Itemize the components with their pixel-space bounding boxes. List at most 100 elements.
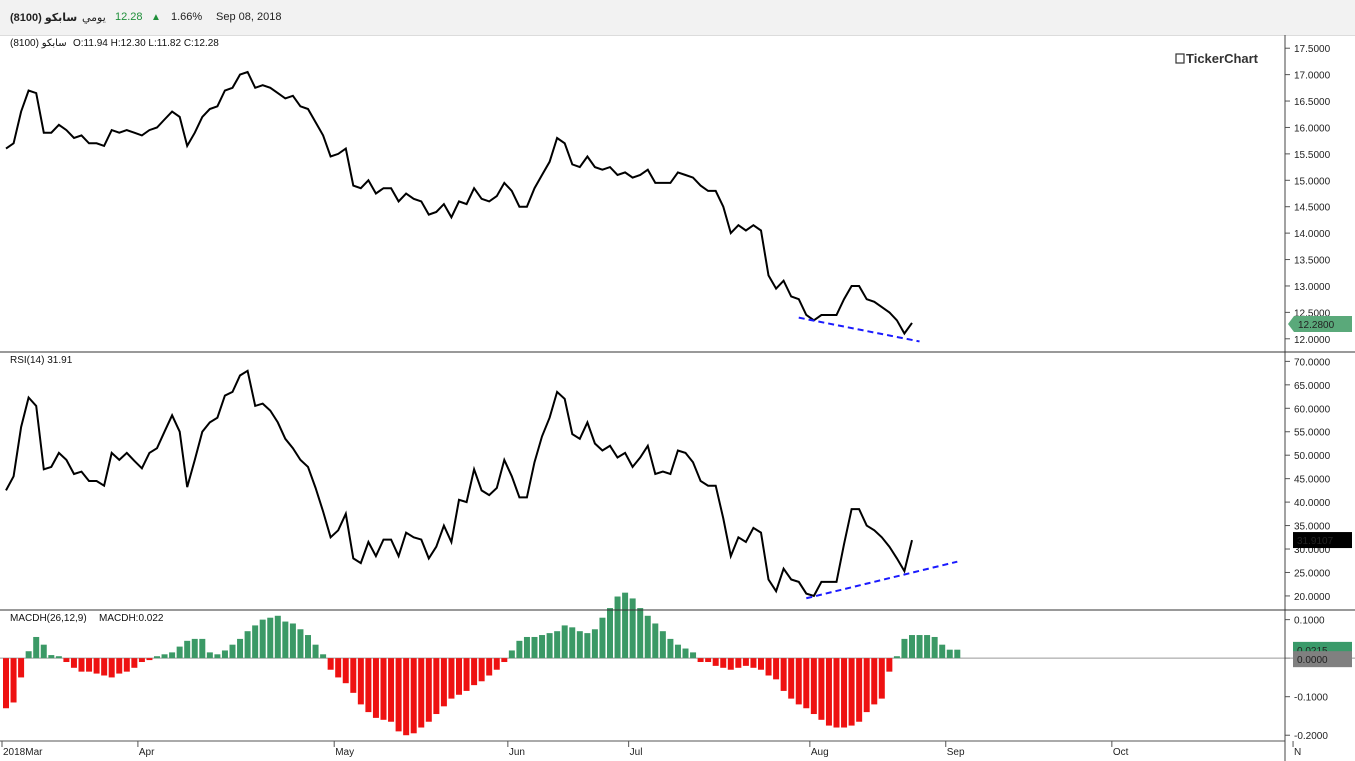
macd-legend-name: MACDH(26,12,9) [10,613,87,624]
macd-bar [410,658,417,734]
macd-bar [486,658,493,676]
macd-bar [350,658,357,693]
macd-bar [418,658,425,728]
macd-bar [274,615,281,659]
x-tick-label: Jul [630,747,643,758]
macd-legend-value: MACDH:0.022 [99,613,164,624]
macd-bar [471,658,478,686]
rsi-line[interactable] [5,369,913,598]
pane-dividers [0,35,1355,761]
rsi-last-value-badge [1293,532,1352,549]
price-tick-label: 16.5000 [1294,97,1331,108]
macd-bar [3,658,9,709]
macd-bar [221,650,228,659]
macd-bar [901,638,908,659]
macd-bar [131,658,138,668]
macd-bar [946,649,953,659]
rsi-tick-label: 25.0000 [1294,568,1331,579]
price-tick-label: 17.0000 [1294,71,1331,82]
macd-tick-label: -0.2000 [1294,731,1328,742]
chart-header: سابكو (8100) يومي 12.28 ▲ 1.66% Sep 08, … [0,0,1355,36]
macd-bar [516,640,523,659]
macd-bar [644,615,651,659]
macd-bar [448,658,455,699]
macd-bar [48,655,55,659]
change-percent: 1.66% [171,11,203,23]
price-pane[interactable]: سابكو (8100) O:11.94 H:12.30 L:11.82 C:12… [5,38,1352,346]
macd-bar [690,652,697,659]
up-arrow-icon: ▲ [151,12,161,23]
macd-bar [931,636,938,659]
x-tick-label: Sep [947,747,965,758]
macd-bar [312,644,319,659]
rsi-trendline[interactable] [806,560,958,600]
macd-bar [372,658,379,718]
macd-bar [357,658,364,705]
macd-bar [25,651,32,659]
macd-bar [803,658,810,709]
macd-bar [40,644,47,659]
rsi-tick-label: 20.0000 [1294,592,1331,603]
price-trendline[interactable] [798,316,920,343]
price-tick-label: 17.5000 [1294,44,1331,55]
macd-bar [229,644,236,659]
macd-bar [327,658,334,670]
macd-pane[interactable]: MACDH(26,12,9) MACDH:0.022 0.1000 0.0000 -0.… [0,592,1355,743]
macd-bar [667,638,674,659]
macd-tick-label: -0.1000 [1294,693,1328,704]
macd-bar [893,656,900,659]
macd-bar [871,658,878,705]
macd-bar [810,658,817,715]
macd-bar [78,658,85,672]
macd-bar [924,635,931,659]
rsi-tick-label: 55.0000 [1294,428,1331,439]
macd-bar [138,658,145,663]
price-line[interactable] [5,70,913,336]
rsi-legend: RSI(14) 31.91 [10,355,73,366]
chart-canvas[interactable]: سابكو (8100) O:11.94 H:12.30 L:11.82 C:12… [0,35,1355,761]
macd-bar [629,598,636,659]
macd-bar [637,608,644,659]
macd-bar [742,658,749,666]
macd-bar [848,658,855,726]
macd-bar [531,636,538,659]
macd-bar [123,658,130,672]
period-label[interactable]: يومي [82,12,106,24]
macd-bar [682,648,689,659]
macd-bar [365,658,372,713]
macd-bar [282,621,289,659]
macd-bar [508,650,515,659]
macd-bar [705,658,712,663]
tickerchart-logo: TickerChart [1186,51,1259,66]
macd-bar [63,658,70,663]
rsi-tick-label: 40.0000 [1294,498,1331,509]
macd-bar [297,629,304,659]
price-tick-label: 12.0000 [1294,335,1331,346]
macd-bar [116,658,123,674]
symbol-label[interactable]: سابكو (8100) [10,12,78,24]
rsi-pane[interactable]: RSI(14) 31.91 70.0000 65.0000 60.0000 55.000… [5,355,1352,603]
macd-bar [773,658,780,680]
macd-bar [591,629,598,659]
x-tick-label: Jun [509,747,525,758]
x-tick-label: Apr [139,747,155,758]
macd-bar [916,635,923,659]
macd-bar [320,654,327,659]
macd-bar [856,658,863,722]
rsi-tick-label: 35.0000 [1294,522,1331,533]
x-tick-label: Aug [811,747,829,758]
macd-bar [697,658,704,663]
macd-bar [184,640,191,659]
macd-bar [878,658,885,699]
macd-bar [674,644,681,659]
macd-bar [780,658,787,691]
macd-bar [501,658,508,663]
macd-bar [554,631,561,659]
macd-bar [493,658,500,670]
macd-bar [425,658,432,722]
macd-bar [206,652,213,659]
macd-bar [614,596,621,659]
macd-bar [433,658,440,715]
macd-bar [335,658,342,678]
rsi-tick-label: 65.0000 [1294,381,1331,392]
